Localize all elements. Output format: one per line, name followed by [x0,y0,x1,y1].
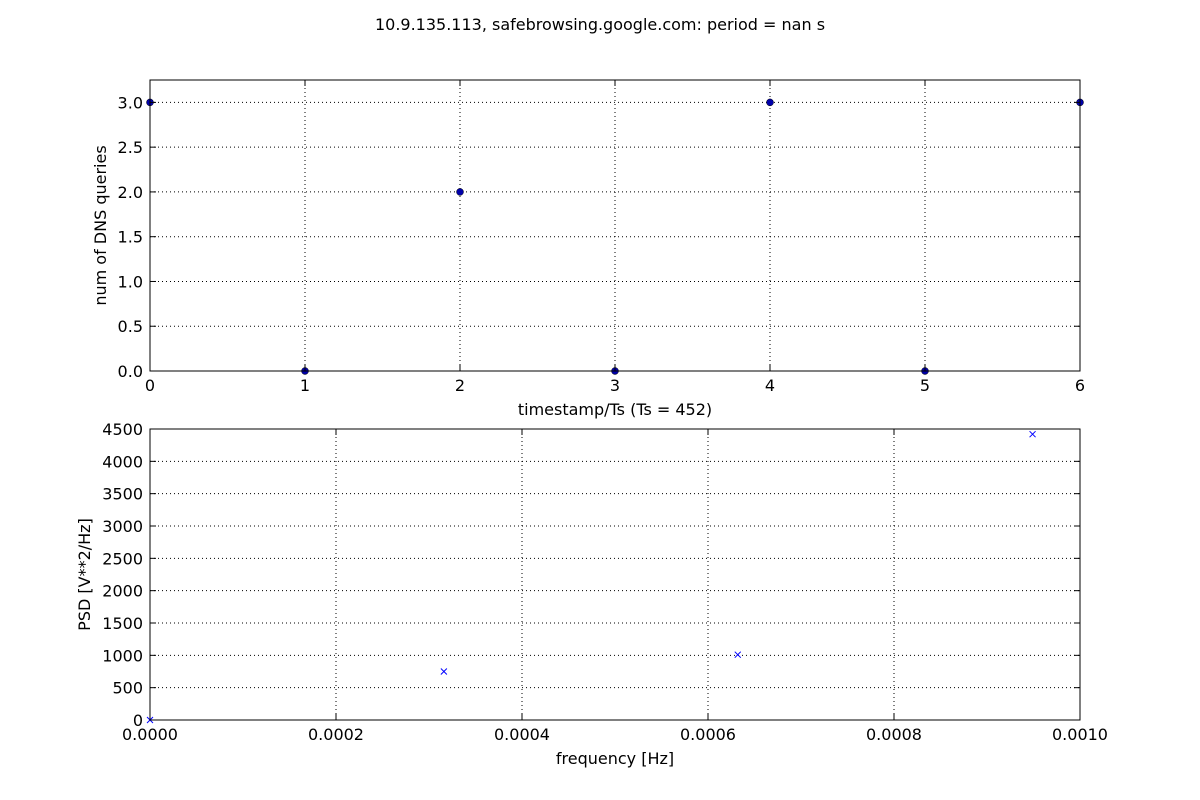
ticks [149,428,1081,721]
data-point [440,668,448,675]
grid [149,428,1081,721]
marker-stroke [734,651,742,659]
y-tick-label: 1.5 [118,228,143,247]
y-axis-label: PSD [V**2/Hz] [75,518,94,631]
y-tick-label: 3500 [102,485,143,504]
data-point [1029,430,1036,438]
data-point [456,188,464,196]
data-point [766,98,774,107]
y-tick-label: 500 [112,679,143,698]
y-tick-label: 4000 [102,452,143,471]
x-tick-label: 0.0000 [122,725,178,744]
x-tick-label: 6 [1075,376,1085,395]
figure-title: 10.9.135.113, safebrowsing.google.com: p… [375,15,825,34]
y-tick-label: 1500 [102,614,143,633]
y-tick-label: 0.5 [118,317,143,336]
x-axis-label: timestamp/Ts (Ts = 452) [518,400,712,419]
marker-stroke [440,668,448,675]
x-tick-label: 0 [145,376,155,395]
y-axis-label: num of DNS queries [91,145,110,305]
plot-frame [149,428,1081,721]
x-tick-label: 0.0002 [308,725,364,744]
psd-plot: 0.0000 0.0002 0.0004 0.0006 0.0008 0.0010 0 500… [75,420,1108,768]
x-tick-label: 3 [610,376,620,395]
x-tick-label: 0.0008 [866,725,922,744]
y-tick-label: 1.0 [118,272,143,291]
tick-labels: 0 1 2 3 4 5 6 0.0 0.5 1.0 1.5 2.0 2.5 3.0 [118,93,1086,395]
y-tick-label: 0 [133,711,143,730]
x-tick-label: 5 [920,376,930,395]
markers [146,430,1036,724]
grid [149,80,1081,372]
x-tick-label: 0.0010 [1052,725,1108,744]
y-tick-label: 2500 [102,549,143,568]
x-tick-label: 2 [455,376,465,395]
data-point [734,651,742,659]
ticks [149,80,1081,372]
plot-frame [149,79,1081,372]
x-tick-label: 0.0006 [680,725,736,744]
tick-labels: 0.0000 0.0002 0.0004 0.0006 0.0008 0.0010 0 500… [102,420,1108,744]
x-tick-label: 1 [300,376,310,395]
y-tick-label: 2000 [102,582,143,601]
x-axis-label: frequency [Hz] [556,749,674,768]
x-tick-label: 4 [765,376,775,395]
y-tick-label: 3000 [102,517,143,536]
x-tick-label: 0.0004 [494,725,550,744]
y-tick-label: 4500 [102,420,143,439]
marker-stroke [1029,430,1036,438]
y-tick-label: 0.0 [118,362,143,381]
y-tick-label: 2.5 [118,138,143,157]
dns-queries-plot: 0 1 2 3 4 5 6 0.0 0.5 1.0 1.5 2.0 2.5 3.0 timestamp/T… [91,79,1086,419]
y-tick-label: 3.0 [118,93,143,112]
y-tick-label: 2.0 [118,183,143,202]
y-tick-label: 1000 [102,646,143,665]
